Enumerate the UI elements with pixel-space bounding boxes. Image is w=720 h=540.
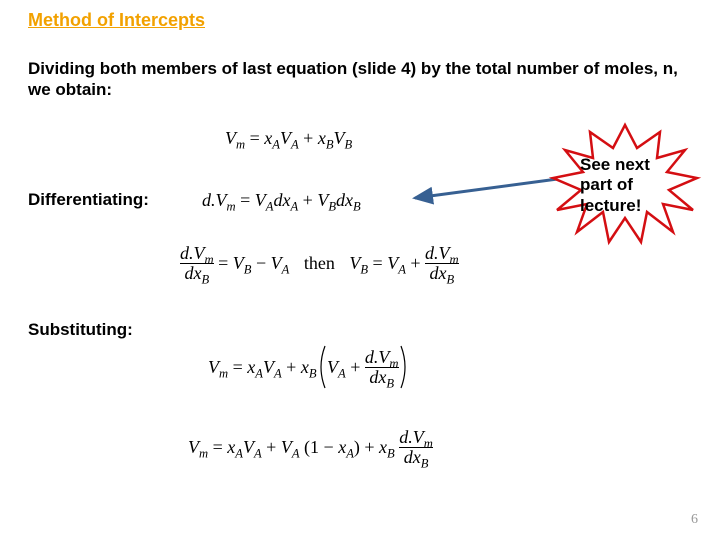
intro-text: Dividing both members of last equation (… [28, 58, 688, 101]
arrow-line [415, 178, 565, 198]
page-number: 6 [691, 512, 698, 528]
paren-right-icon [399, 344, 411, 390]
equation-1: Vm = xAVA + xBVB [225, 128, 352, 149]
equation-4: Vm = xAVA + xB VA + d.VmdxB [208, 348, 405, 387]
slide-title: Method of Intercepts [28, 10, 205, 31]
label-differentiating: Differentiating: [28, 190, 149, 210]
label-substituting: Substituting: [28, 320, 133, 340]
callout-text: See next part of lecture! [580, 155, 670, 216]
slide: Method of Intercepts Dividing both membe… [0, 0, 720, 540]
paren-left-icon [315, 344, 327, 390]
equation-5: Vm = xAVA + VA (1 − xA) + xB d.VmdxB [188, 428, 433, 467]
equation-3: d.VmdxB = VB − VA then VB = VA + d.VmdxB [180, 244, 459, 283]
equation-2: d.Vm = VAdxA + VBdxB [202, 190, 361, 211]
then-word: then [304, 253, 335, 273]
